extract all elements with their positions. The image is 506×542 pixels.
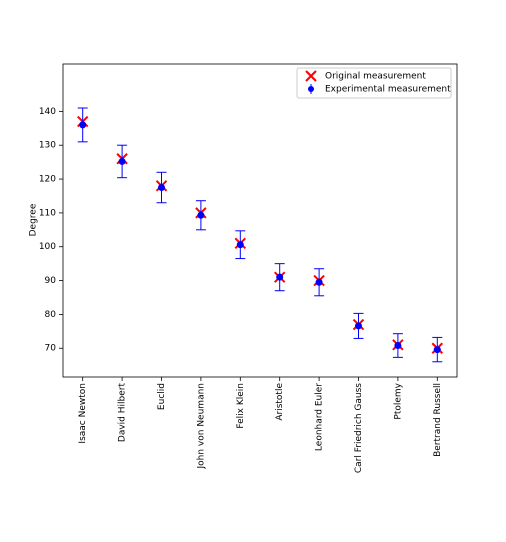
x-tick-label: Bertrand Russell (433, 383, 443, 457)
marker-dot (158, 184, 165, 192)
marker-dot (394, 342, 402, 350)
cross-stroke (305, 70, 317, 82)
y-tick-label: 120 (39, 175, 56, 185)
y-tick-label: 90 (45, 276, 57, 286)
x-tick-label: Isaac Newton (78, 383, 88, 444)
legend-box (296, 67, 452, 99)
marker-dot (355, 322, 362, 330)
marker-dot (118, 157, 126, 165)
y-tick-label: 140 (39, 107, 56, 117)
x-tick-label: Carl Friedrich Gauss (354, 383, 364, 473)
y-tick-label: 110 (39, 208, 56, 218)
y-axis-label: Degree (29, 203, 39, 236)
x-tick-label: David Hilbert (118, 383, 128, 443)
marker-dot (236, 241, 244, 249)
x-tick-label: Felix Klein (236, 383, 246, 429)
y-tick-label: 130 (39, 141, 56, 151)
legend-marker-dot (308, 86, 314, 92)
marker-dot (315, 278, 323, 286)
marker-dot (79, 121, 87, 129)
marker-dot (197, 211, 205, 219)
legend-marker-x (305, 70, 317, 82)
plot-frame (62, 63, 458, 378)
marker-dot (276, 273, 284, 281)
marker-dot (433, 346, 441, 354)
y-tick-label: 80 (45, 310, 57, 320)
legend-label: Experimental measurement (325, 85, 451, 95)
y-tick-label: 70 (45, 344, 57, 354)
x-tick-label: Euclid (157, 383, 167, 410)
x-tick-label: John von Neumann (196, 383, 206, 470)
y-tick-label: 100 (39, 242, 56, 252)
legend-label: Original measurement (325, 72, 426, 82)
x-tick-label: Ptolemy (393, 382, 403, 419)
x-tick-label: Leonhard Euler (315, 383, 325, 451)
x-tick-label: Aristotle (275, 383, 285, 421)
